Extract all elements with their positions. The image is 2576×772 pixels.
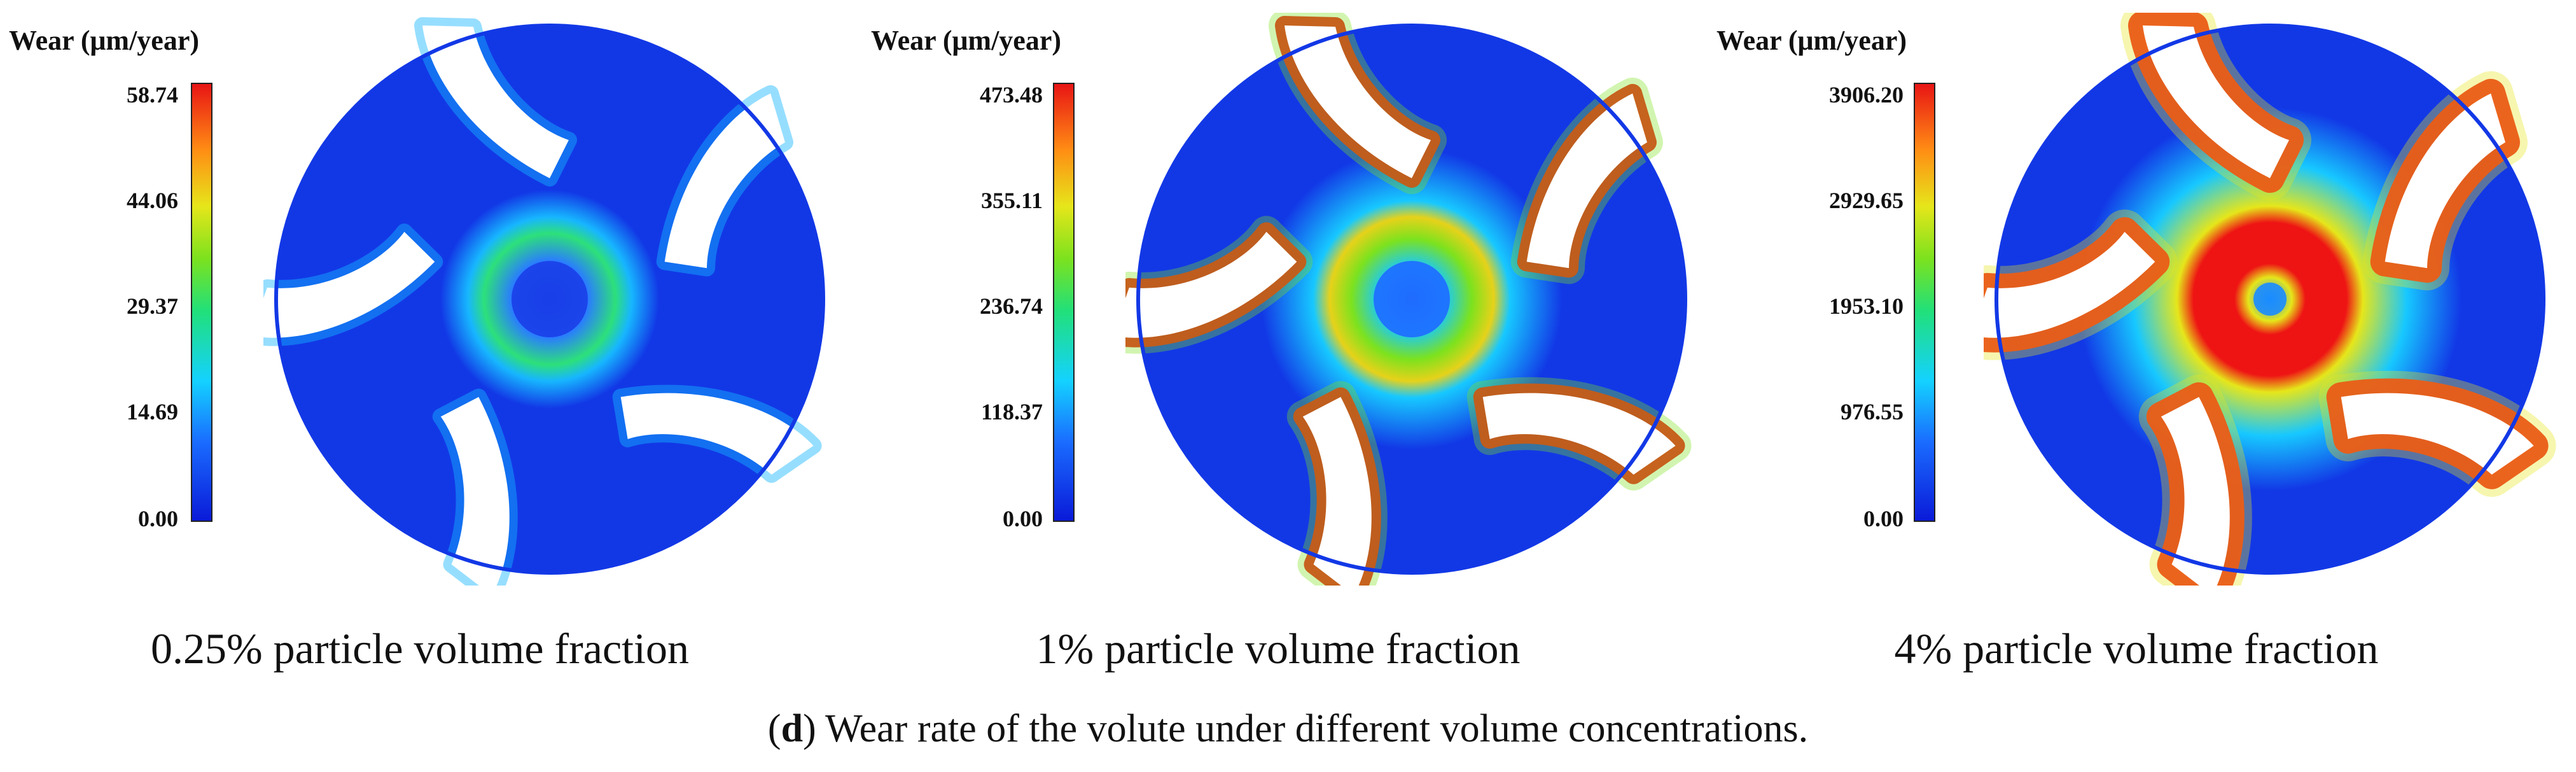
colorbar — [1914, 83, 1935, 522]
panel-4-percent: Wear (μm/year) 3906.20 2929.65 1953.10 9… — [1716, 0, 2575, 687]
colorbar-tick: 44.06 — [127, 188, 178, 213]
volute-rim — [1995, 24, 2545, 575]
blade-channel — [2362, 71, 2528, 291]
blade-channel — [1125, 216, 1313, 354]
blade-channel — [656, 85, 793, 277]
blade-channel — [1510, 77, 1663, 284]
colorbar-tick: 118.37 — [980, 399, 1043, 425]
volute-rim — [274, 24, 825, 575]
blade-channel — [2138, 374, 2252, 586]
impeller-wear-contour — [1125, 13, 1692, 586]
colorbar-tick: 976.55 — [1841, 399, 1904, 425]
colorbar-tick: 236.74 — [980, 293, 1043, 319]
hub — [512, 261, 588, 337]
blade-channel — [2120, 13, 2311, 200]
legend-title: Wear (μm/year) — [871, 25, 1062, 56]
hub — [1374, 261, 1450, 337]
legend-title: Wear (μm/year) — [1716, 25, 1907, 56]
legend-title: Wear (μm/year) — [9, 25, 200, 56]
blade-channel — [414, 17, 577, 186]
colorbar-tick: 2929.65 — [1829, 188, 1904, 213]
colorbar-tick: 29.37 — [127, 293, 178, 319]
colorbar-tick-max: 473.48 — [980, 82, 1043, 108]
impeller-wear-contour — [263, 17, 825, 586]
hub — [2253, 283, 2287, 316]
colorbar-tick: 1953.10 — [1829, 293, 1904, 319]
panel-caption: 4% particle volume fraction — [1894, 624, 2379, 673]
colorbar-tick-min: 0.00 — [138, 506, 178, 531]
blade-channel — [2318, 370, 2556, 497]
colorbar-tick: 14.69 — [127, 399, 178, 425]
colorbar-tick-min: 0.00 — [1863, 506, 1904, 531]
blade-channel — [612, 384, 822, 483]
figure-caption: (d) Wear rate of the volute under differ… — [767, 707, 1809, 750]
panel-caption: 0.25% particle volume fraction — [151, 624, 689, 673]
colorbar — [191, 83, 212, 522]
impeller-wear-contour — [1984, 13, 2556, 586]
caption-label: d — [781, 707, 804, 750]
panel-0-25-percent: Wear (μm/year) 58.74 44.06 29.37 14.69 0… — [0, 0, 858, 687]
panel-caption: 1% particle volume fraction — [1036, 624, 1521, 673]
blade-channel — [263, 223, 443, 346]
colorbar-tick-min: 0.00 — [1003, 506, 1043, 531]
colorbar — [1053, 83, 1075, 522]
blade-channel — [1466, 377, 1692, 491]
colorbar-tick-max: 3906.20 — [1829, 82, 1904, 108]
blade-channel — [1286, 381, 1388, 586]
caption-text: Wear rate of the volute under different … — [825, 707, 1809, 750]
blade-channel — [1984, 209, 2178, 360]
volute-rim — [1136, 24, 1687, 575]
panel-1-percent: Wear (μm/year) 473.48 355.11 236.74 118.… — [858, 0, 1716, 687]
colorbar-tick: 355.11 — [980, 188, 1043, 213]
colorbar-tick-max: 58.74 — [127, 82, 178, 108]
blade-channel — [1269, 13, 1447, 194]
blade-channel — [432, 388, 518, 586]
